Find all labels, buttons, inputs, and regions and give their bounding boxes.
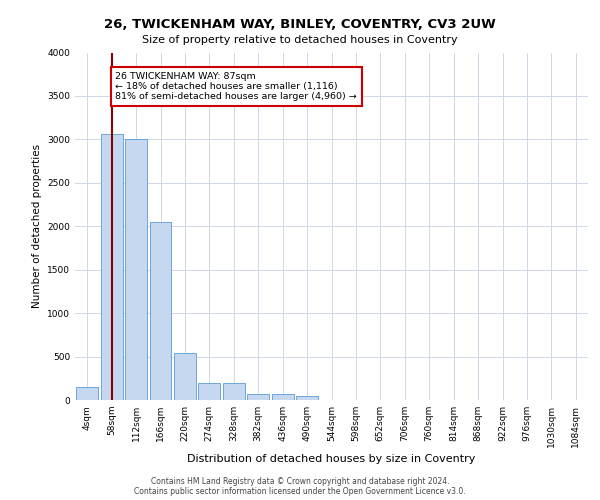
Bar — [125, 138, 147, 400]
Bar — [149, 222, 172, 400]
Bar — [223, 383, 245, 400]
Bar — [247, 394, 269, 400]
Bar — [199, 383, 220, 400]
Text: 26 TWICKENHAM WAY: 87sqm
← 18% of detached houses are smaller (1,116)
81% of sem: 26 TWICKENHAM WAY: 87sqm ← 18% of detach… — [115, 72, 357, 102]
Text: Contains HM Land Registry data © Crown copyright and database right 2024.
Contai: Contains HM Land Registry data © Crown c… — [134, 476, 466, 496]
Bar — [174, 353, 196, 400]
Bar — [76, 387, 98, 400]
Text: 26, TWICKENHAM WAY, BINLEY, COVENTRY, CV3 2UW: 26, TWICKENHAM WAY, BINLEY, COVENTRY, CV… — [104, 18, 496, 30]
Y-axis label: Number of detached properties: Number of detached properties — [32, 144, 41, 308]
Bar — [272, 394, 293, 400]
X-axis label: Distribution of detached houses by size in Coventry: Distribution of detached houses by size … — [187, 454, 476, 464]
Bar — [296, 396, 318, 400]
Text: Size of property relative to detached houses in Coventry: Size of property relative to detached ho… — [142, 35, 458, 45]
Bar — [101, 134, 122, 400]
